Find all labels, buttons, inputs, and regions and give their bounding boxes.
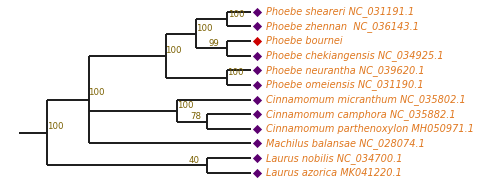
- Text: Phoebe zhennan  NC_036143.1: Phoebe zhennan NC_036143.1: [266, 21, 418, 32]
- Text: Phoebe neurantha NC_039620.1: Phoebe neurantha NC_039620.1: [266, 65, 424, 76]
- Point: [254, 25, 262, 28]
- Text: 40: 40: [189, 156, 200, 165]
- Text: 100: 100: [176, 101, 193, 110]
- Point: [254, 40, 262, 42]
- Text: Phoebe bournei: Phoebe bournei: [266, 36, 342, 46]
- Text: 100: 100: [226, 68, 243, 77]
- Point: [254, 171, 262, 174]
- Point: [254, 83, 262, 86]
- Point: [254, 157, 262, 160]
- Point: [254, 54, 262, 57]
- Point: [254, 10, 262, 13]
- Text: Laurus nobilis NC_034700.1: Laurus nobilis NC_034700.1: [266, 153, 402, 164]
- Text: Phoebe omeiensis NC_031190.1: Phoebe omeiensis NC_031190.1: [266, 79, 424, 90]
- Point: [254, 98, 262, 101]
- Text: 100: 100: [228, 10, 244, 19]
- Text: 78: 78: [190, 112, 201, 121]
- Point: [254, 127, 262, 130]
- Text: Cinnamomum parthenoxylon MH050971.1: Cinnamomum parthenoxylon MH050971.1: [266, 124, 474, 134]
- Text: 99: 99: [209, 39, 220, 48]
- Point: [254, 113, 262, 116]
- Text: 100: 100: [165, 46, 182, 55]
- Text: 100: 100: [46, 122, 63, 131]
- Text: Machilus balansae NC_028074.1: Machilus balansae NC_028074.1: [266, 138, 424, 149]
- Text: Laurus azorica MK041220.1: Laurus azorica MK041220.1: [266, 168, 402, 178]
- Text: Cinnamomum micranthum NC_035802.1: Cinnamomum micranthum NC_035802.1: [266, 94, 466, 105]
- Text: Cinnamomum camphora NC_035882.1: Cinnamomum camphora NC_035882.1: [266, 109, 456, 120]
- Text: Phoebe sheareri NC_031191.1: Phoebe sheareri NC_031191.1: [266, 6, 414, 17]
- Text: 100: 100: [196, 24, 213, 33]
- Text: Phoebe chekiangensis NC_034925.1: Phoebe chekiangensis NC_034925.1: [266, 50, 444, 61]
- Text: 100: 100: [88, 88, 105, 97]
- Point: [254, 69, 262, 72]
- Point: [254, 142, 262, 145]
